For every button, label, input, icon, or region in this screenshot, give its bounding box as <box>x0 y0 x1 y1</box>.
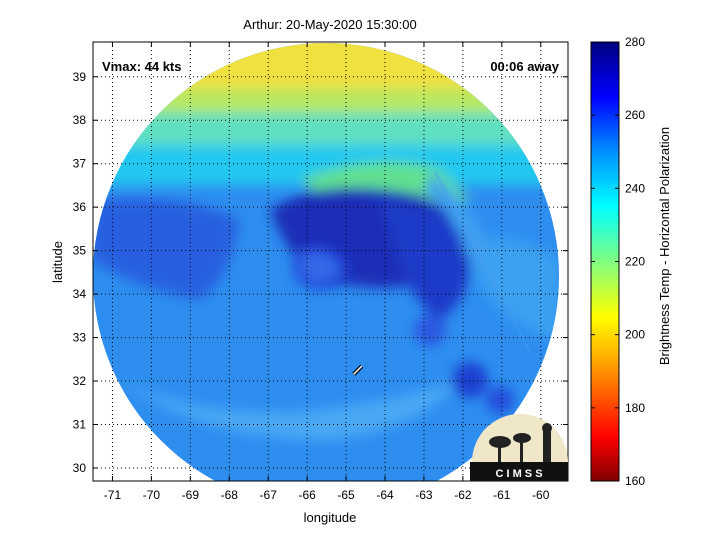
x-tick-label: -67 <box>260 488 278 502</box>
chart-title: Arthur: 20-May-2020 15:30:00 <box>243 17 416 32</box>
y-tick-label: 39 <box>73 70 87 84</box>
y-tick-label: 34 <box>73 287 87 301</box>
x-tick-label: -69 <box>182 488 200 502</box>
x-tick-label: -66 <box>298 488 316 502</box>
x-tick-label: -70 <box>143 488 161 502</box>
colorbar-gradient <box>590 41 620 482</box>
y-tick-label: 36 <box>73 200 87 214</box>
x-tick-label: -68 <box>221 488 239 502</box>
plot-frame <box>92 41 569 482</box>
colorbar-tick-label: 240 <box>625 181 645 195</box>
colorbar-label: Brightness Temp - Horizontal Polarizatio… <box>657 127 672 365</box>
y-axis-ticks: 30 31 32 33 34 35 36 37 38 39 <box>73 70 568 475</box>
x-tick-label: -61 <box>493 488 511 502</box>
y-tick-label: 37 <box>73 157 87 171</box>
x-tick-label: -60 <box>532 488 550 502</box>
colorbar-ticks: 160 180 200 220 240 260 280 <box>591 35 645 488</box>
colorbar-tick-label: 220 <box>625 255 645 269</box>
x-tick-label: -71 <box>104 488 122 502</box>
y-axis-label: latitude <box>50 241 65 283</box>
cimss-logo: C I M S S <box>470 414 568 481</box>
colorbar-tick-label: 280 <box>625 35 645 49</box>
y-tick-label: 35 <box>73 244 87 258</box>
colorbar-tick-label: 200 <box>625 328 645 342</box>
y-tick-label: 30 <box>73 461 87 475</box>
time-offset-annotation: 00:06 away <box>490 59 559 74</box>
colorbar-tick-label: 260 <box>625 108 645 122</box>
y-tick-label: 31 <box>73 417 87 431</box>
storm-center-marker <box>352 364 364 376</box>
colorbar-tick-label: 180 <box>625 401 645 415</box>
vmax-annotation: Vmax: 44 kts <box>102 59 182 74</box>
radar-dish-icon <box>489 436 511 448</box>
x-tick-label: -64 <box>376 488 394 502</box>
colorbar: 160 180 200 220 240 260 280 Brightness Temp - … <box>590 35 672 488</box>
x-tick-label: -62 <box>454 488 472 502</box>
x-tick-label: -65 <box>337 488 355 502</box>
colorbar-tick-label: 160 <box>625 474 645 488</box>
y-tick-label: 38 <box>73 113 87 127</box>
tower-icon <box>543 430 551 462</box>
logo-text: C I M S S <box>495 468 542 480</box>
y-tick-label: 33 <box>73 331 87 345</box>
x-axis-label: longitude <box>304 510 357 525</box>
x-tick-label: -63 <box>415 488 433 502</box>
x-axis-ticks: -71 -70 -69 -68 -67 -66 -65 -64 -63 -62 -61 -60 <box>104 42 550 502</box>
y-tick-label: 32 <box>73 374 87 388</box>
